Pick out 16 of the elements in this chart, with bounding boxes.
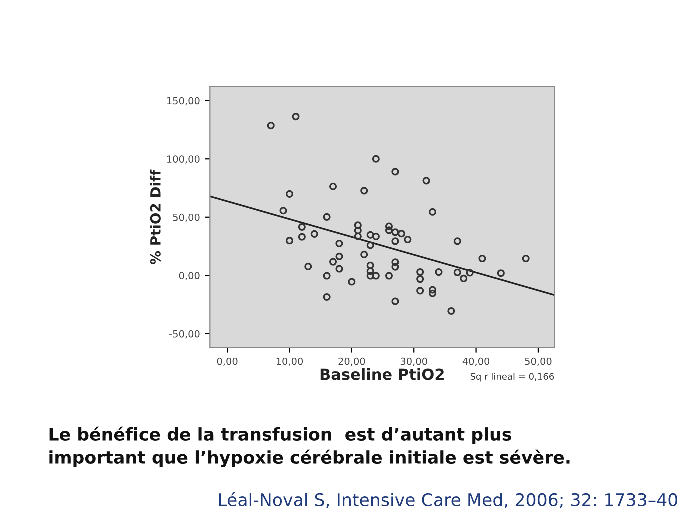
- text: Léal-Noval S, Intensive Care Med, 2006; 32: 1733–40: [219, 492, 678, 508]
- y-tick-label: 150,00: [167, 97, 200, 106]
- x-tick-label: 20,00: [338, 358, 366, 366]
- x-axis-title: Baseline PtiO2: [320, 368, 444, 380]
- text: Sq r lineal = 0,166: [470, 373, 554, 382]
- y-axis-title: % PtiO2 Diff: [150, 170, 161, 264]
- y-tick-label: 0,00: [179, 272, 200, 280]
- x-tick-label: 0,00: [217, 358, 238, 366]
- x-tick-label: 30,00: [400, 358, 428, 366]
- y-tick-label: 50,00: [173, 214, 200, 222]
- y-tick-label: -50,00: [170, 330, 200, 339]
- x-tick-label: 40,00: [462, 358, 490, 366]
- x-tick-label: 10,00: [276, 358, 304, 366]
- y-tick-label: 100,00: [167, 156, 200, 164]
- x-tick-label: 50,00: [525, 358, 552, 366]
- text: Le bénéfice de la transfusion est d’autant plus important que l’hypoxie cérébrale initiale est sévère.: [50, 426, 570, 468]
